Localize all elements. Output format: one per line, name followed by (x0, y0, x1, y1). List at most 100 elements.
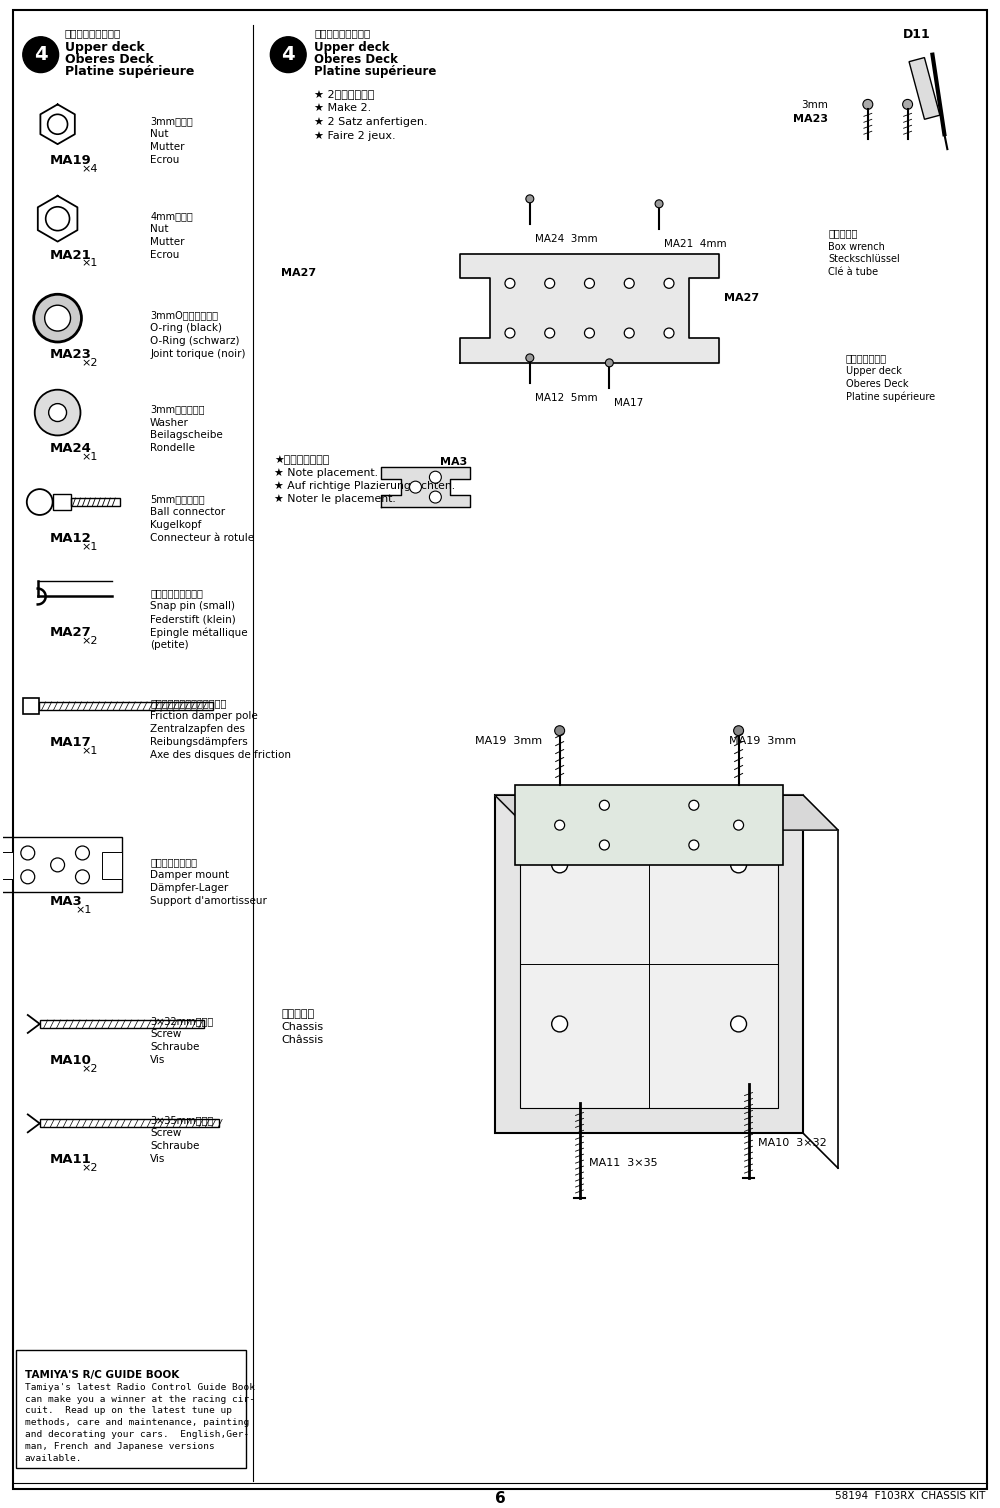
Circle shape (35, 389, 80, 436)
Circle shape (552, 1016, 568, 1031)
Text: ★ Make 2.: ★ Make 2. (314, 104, 371, 113)
Text: 〈アッパーデッキ〉: 〈アッパーデッキ〉 (314, 27, 370, 38)
Text: Screw: Screw (150, 1028, 181, 1039)
Circle shape (505, 329, 515, 338)
Text: Steckschlüssel: Steckschlüssel (828, 255, 900, 264)
Text: Mutter: Mutter (150, 142, 185, 152)
Bar (23, 698, 39, 713)
Polygon shape (460, 253, 719, 363)
Text: MA17: MA17 (50, 736, 91, 748)
Circle shape (429, 470, 441, 483)
Text: Vis: Vis (150, 1054, 165, 1065)
Text: MA10: MA10 (50, 1054, 92, 1066)
Text: Tamiya's latest Radio Control Guide Book
can make you a winner at the racing cir: Tamiya's latest Radio Control Guide Book… (25, 1383, 255, 1463)
Text: MA24: MA24 (50, 442, 92, 455)
Text: Kugelkopf: Kugelkopf (150, 520, 201, 529)
Circle shape (903, 100, 913, 110)
Text: 5mmビロボール: 5mmビロボール (150, 495, 205, 504)
Text: Châssis: Châssis (281, 1034, 323, 1045)
Circle shape (34, 294, 81, 342)
Text: Damper mount: Damper mount (150, 870, 229, 879)
Text: Ball connector: Ball connector (150, 507, 225, 517)
Text: 4mmナット: 4mmナット (150, 211, 193, 220)
Text: Vis: Vis (150, 1154, 165, 1164)
Text: フリクションダンパーポール: フリクションダンパーポール (150, 698, 226, 707)
Text: MA19  3mm: MA19 3mm (475, 736, 542, 745)
Text: Dämpfer-Lager: Dämpfer-Lager (150, 882, 228, 893)
Circle shape (655, 201, 663, 208)
Text: MA21  4mm: MA21 4mm (664, 238, 727, 249)
Text: Upper deck: Upper deck (846, 366, 902, 375)
Circle shape (23, 36, 59, 72)
Circle shape (863, 100, 873, 110)
Text: 3mmナット: 3mmナット (150, 116, 193, 127)
Text: ×1: ×1 (81, 745, 98, 756)
Text: MA23: MA23 (50, 348, 92, 360)
Circle shape (555, 725, 565, 736)
Bar (495, 795, 803, 1134)
Text: MA11: MA11 (50, 1154, 91, 1166)
Circle shape (664, 329, 674, 338)
Text: 3×35mm皆ビス: 3×35mm皆ビス (150, 1116, 213, 1125)
Text: Platine supérieure: Platine supérieure (314, 65, 436, 77)
Text: Friction damper pole: Friction damper pole (150, 710, 258, 721)
Text: ×2: ×2 (81, 1063, 98, 1074)
Text: MA24  3mm: MA24 3mm (535, 234, 597, 244)
Circle shape (45, 305, 71, 332)
Circle shape (585, 329, 594, 338)
Text: MA23: MA23 (793, 115, 828, 124)
Text: Joint torique (noir): Joint torique (noir) (150, 348, 246, 359)
Text: ★ 2 Satz anfertigen.: ★ 2 Satz anfertigen. (314, 118, 428, 127)
Circle shape (599, 840, 609, 851)
Text: Upper deck: Upper deck (314, 41, 390, 54)
Circle shape (545, 329, 555, 338)
Text: Upper deck: Upper deck (65, 41, 144, 54)
Text: ダンパーマウント: ダンパーマウント (150, 857, 197, 867)
Text: MA12  5mm: MA12 5mm (535, 392, 597, 403)
Circle shape (49, 404, 67, 422)
Circle shape (526, 354, 534, 362)
Text: ★ 2個作ります。: ★ 2個作ります。 (314, 89, 374, 100)
Text: D11: D11 (903, 27, 930, 41)
Text: 58194  F103RX  CHASSIS KIT: 58194 F103RX CHASSIS KIT (835, 1491, 985, 1500)
Polygon shape (381, 467, 470, 507)
Text: MA27: MA27 (281, 268, 316, 279)
Text: ×2: ×2 (81, 636, 98, 647)
Text: MA10  3×32: MA10 3×32 (758, 1139, 827, 1148)
Text: ★ Faire 2 jeux.: ★ Faire 2 jeux. (314, 131, 396, 142)
Text: Axe des disques de friction: Axe des disques de friction (150, 749, 291, 760)
Text: MA3: MA3 (50, 894, 82, 908)
Text: MA17: MA17 (614, 398, 644, 407)
Circle shape (605, 359, 613, 366)
Text: Beilagscheibe: Beilagscheibe (150, 430, 223, 440)
Text: Nut: Nut (150, 223, 169, 234)
Text: MA27: MA27 (50, 626, 91, 639)
Text: 6: 6 (495, 1491, 505, 1506)
Text: Screw: Screw (150, 1128, 181, 1139)
Bar (909, 57, 940, 119)
Text: 3mm: 3mm (801, 101, 828, 110)
Text: (petite): (petite) (150, 641, 189, 650)
Circle shape (734, 725, 744, 736)
Text: Zentralzapfen des: Zentralzapfen des (150, 724, 245, 734)
Circle shape (624, 329, 634, 338)
Circle shape (545, 279, 555, 288)
Text: ×1: ×1 (81, 452, 98, 463)
Text: O-ring (black): O-ring (black) (150, 323, 222, 333)
Text: Connecteur à rotule: Connecteur à rotule (150, 532, 254, 543)
Text: Mutter: Mutter (150, 237, 185, 247)
Circle shape (585, 279, 594, 288)
Text: ★ Noter le placement.: ★ Noter le placement. (274, 495, 396, 504)
Bar (0, 837, 122, 891)
Bar (71, 498, 120, 507)
Circle shape (555, 820, 565, 829)
Bar (515, 786, 783, 866)
Text: アッパーデッキ: アッパーデッキ (846, 353, 887, 363)
Text: 3mmOリング（黒）: 3mmOリング（黒） (150, 311, 218, 320)
Text: 3×32mm皆ビス: 3×32mm皆ビス (150, 1016, 213, 1025)
Text: Schraube: Schraube (150, 1142, 199, 1151)
Circle shape (689, 840, 699, 851)
Text: 3mmワッシャー: 3mmワッシャー (150, 404, 205, 415)
Text: Washer: Washer (150, 418, 189, 428)
Text: ★ Note placement.: ★ Note placement. (274, 469, 378, 478)
